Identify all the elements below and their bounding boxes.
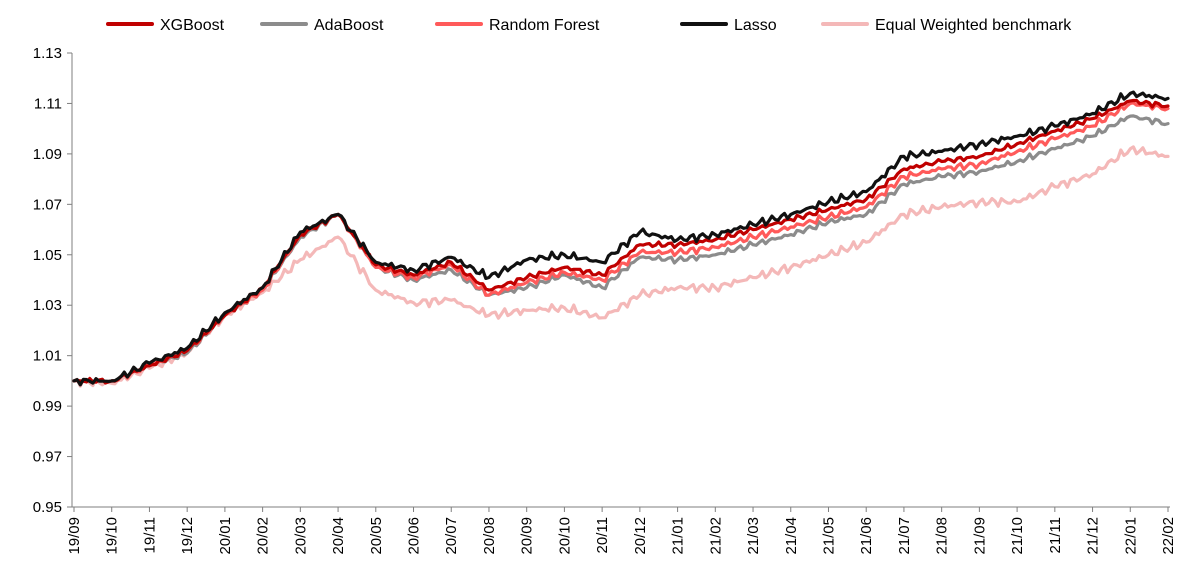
x-tick-label: 19/09: [66, 517, 83, 555]
y-tick-label: 1.01: [33, 348, 62, 365]
legend-item-equal-weighted-benchmark: Equal Weighted benchmark: [821, 17, 1072, 34]
y-tick-label: 0.97: [33, 449, 62, 466]
y-tick-label: 1.03: [33, 297, 62, 314]
series-line-random-forest: [72, 101, 1170, 386]
legend-item-xgboost: XGBoost: [106, 17, 225, 34]
legend-label: AdaBoost: [314, 17, 384, 34]
legend-label: Random Forest: [489, 17, 600, 34]
y-tick-label: 1.13: [33, 45, 62, 62]
series-line-xgboost: [72, 98, 1170, 385]
x-tick-label: 20/12: [632, 517, 649, 555]
x-tick-label: 21/12: [1085, 517, 1102, 555]
chart-legend: XGBoost AdaBoost Random Forest Lasso Equal W…: [106, 17, 1072, 34]
legend-label: Equal Weighted benchmark: [875, 17, 1072, 34]
x-tick-label: 22/02: [1160, 517, 1177, 555]
x-tick-label: 20/09: [519, 517, 536, 555]
x-tick-label: 19/12: [179, 517, 196, 555]
x-axis: 19/09 19/10 19/11 19/12 20/01 20/02 20/03 20/04…: [66, 506, 1177, 555]
x-tick-label: 20/06: [406, 517, 423, 555]
y-tick-label: 1.07: [33, 196, 62, 213]
x-tick-label: 20/11: [594, 517, 611, 553]
x-tick-label: 21/05: [820, 517, 837, 555]
x-tick-label: 21/09: [971, 517, 988, 555]
legend-label: Lasso: [734, 17, 777, 34]
x-tick-label: 20/08: [481, 517, 498, 555]
x-tick-label: 21/07: [896, 517, 913, 555]
x-tick-label: 20/02: [255, 517, 272, 555]
x-tick-label: 21/03: [745, 517, 762, 555]
y-axis: 0.95 0.97 0.99 1.01 1.03 1.05 1.07 1.09 1.11 1.13: [33, 45, 73, 516]
x-tick-label: 21/11: [1047, 517, 1064, 553]
series-line-lasso: [72, 90, 1170, 387]
x-tick-label: 22/01: [1122, 517, 1139, 555]
x-tick-label: 21/06: [858, 517, 875, 555]
x-tick-label: 20/04: [330, 517, 347, 555]
plot-area: [72, 90, 1170, 388]
legend-label: XGBoost: [160, 17, 225, 34]
legend-item-lasso: Lasso: [680, 17, 777, 34]
x-tick-label: 20/01: [217, 517, 234, 555]
x-tick-label: 20/07: [443, 517, 460, 555]
x-tick-label: 19/11: [141, 517, 158, 553]
x-tick-label: 20/03: [292, 517, 309, 555]
x-tick-label: 21/08: [934, 517, 951, 555]
legend-item-random-forest: Random Forest: [435, 17, 600, 34]
y-tick-label: 0.99: [33, 398, 62, 415]
y-tick-label: 1.11: [34, 95, 62, 112]
y-tick-label: 1.05: [33, 247, 62, 264]
x-tick-label: 19/10: [104, 517, 121, 555]
x-tick-label: 21/10: [1009, 517, 1026, 555]
x-tick-label: 21/01: [670, 517, 687, 555]
x-tick-label: 21/04: [783, 517, 800, 555]
x-tick-label: 20/10: [556, 517, 573, 555]
legend-item-adaboost: AdaBoost: [260, 17, 384, 34]
x-tick-label: 20/05: [368, 517, 385, 555]
x-tick-label: 21/02: [707, 517, 724, 555]
y-tick-label: 0.95: [33, 499, 62, 516]
y-tick-label: 1.09: [33, 146, 62, 163]
